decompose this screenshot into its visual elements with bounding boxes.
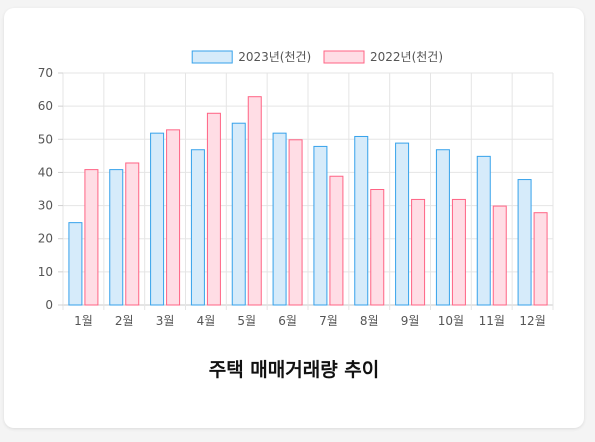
bar-series1 [435, 149, 450, 306]
x-tick-label: 1월 [74, 314, 93, 328]
bar-series1 [109, 169, 124, 306]
legend-item-2: 2022년(천건) [323, 49, 443, 64]
x-tick-label: 8월 [360, 314, 379, 328]
bar-series2 [533, 212, 548, 306]
bar-series2 [329, 175, 344, 306]
y-tick-label: 40 [38, 165, 53, 179]
x-tick-label: 4월 [197, 314, 216, 328]
bar-series2 [84, 169, 99, 306]
bar-series2 [411, 198, 426, 306]
chart-bars [68, 96, 548, 306]
x-tick-label: 11월 [479, 314, 505, 328]
bar-series2 [451, 198, 466, 306]
y-tick-label: 30 [38, 199, 53, 213]
x-tick-label: 6월 [278, 314, 297, 328]
x-tick-label: 2월 [115, 314, 134, 328]
x-tick-label: 3월 [156, 314, 175, 328]
legend-label: 2023년(천건) [238, 49, 311, 64]
chart-grid [62, 72, 554, 310]
bar-series2 [370, 189, 385, 306]
bar-series1 [354, 135, 369, 306]
chart-axes: 0 10 20 30 40 50 60 70 1월 2월 3월 4월 5월 6월 7월 8월 9월 10월 11월 1… [38, 66, 546, 328]
bar-series2 [247, 96, 262, 306]
chart-title: 주택 매매거래량 추이 [208, 359, 380, 381]
bar-series1 [395, 142, 410, 306]
bar-series1 [517, 179, 532, 306]
y-tick-label: 60 [38, 99, 53, 113]
bar-series2 [166, 129, 181, 306]
x-tick-label: 10월 [438, 314, 464, 328]
bar-series2 [206, 112, 221, 306]
x-tick-label: 12월 [519, 314, 545, 328]
chart-legend: 2023년(천건) 2022년(천건) [191, 49, 443, 64]
legend-swatch [323, 50, 365, 64]
bar-series1 [150, 132, 165, 306]
legend-label: 2022년(천건) [370, 49, 443, 64]
x-tick-label: 5월 [237, 314, 256, 328]
bar-series1 [68, 222, 83, 306]
legend-item-1: 2023년(천건) [191, 49, 311, 64]
y-tick-label: 0 [45, 298, 53, 312]
y-tick-label: 10 [38, 265, 53, 279]
bar-series1 [313, 145, 328, 306]
x-tick-label: 7월 [319, 314, 338, 328]
x-tick-label: 9월 [401, 314, 420, 328]
y-tick-label: 20 [38, 232, 53, 246]
bar-series1 [272, 132, 287, 306]
y-tick-label: 50 [38, 132, 53, 146]
y-tick-label: 70 [38, 66, 53, 80]
bar-series1 [231, 122, 246, 306]
legend-swatch [191, 50, 233, 64]
bar-series2 [125, 162, 140, 306]
bar-series2 [288, 139, 303, 306]
bar-series1 [476, 155, 491, 306]
bar-series1 [190, 149, 205, 306]
bar-series2 [492, 205, 507, 306]
